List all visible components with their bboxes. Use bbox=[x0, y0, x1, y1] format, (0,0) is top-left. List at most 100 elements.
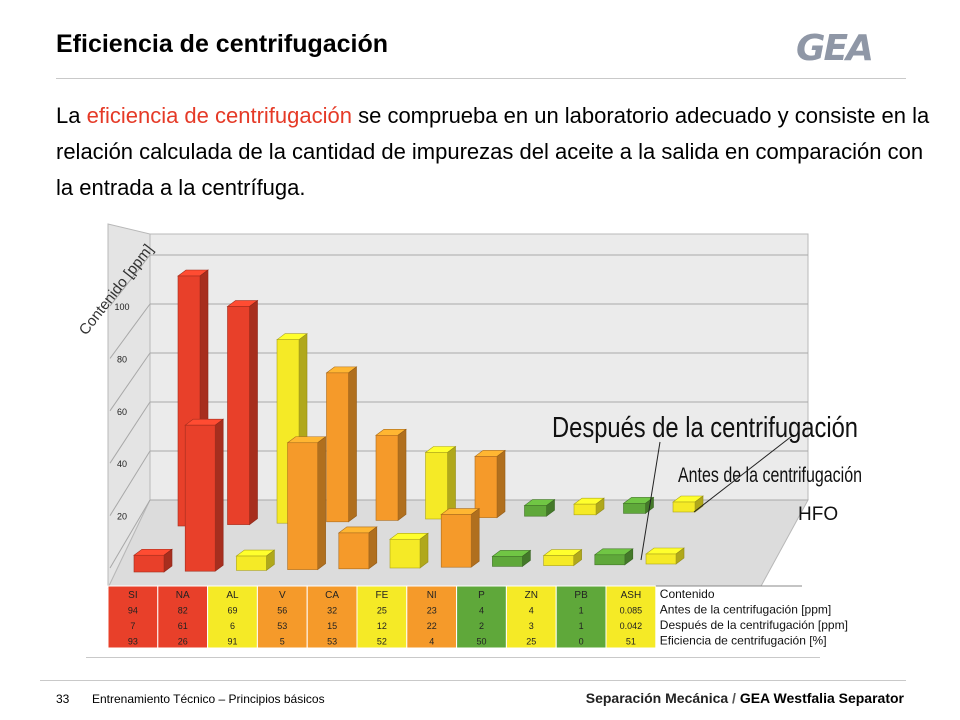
table-header-label: Contenido bbox=[660, 587, 715, 601]
table-category-label: PB bbox=[574, 590, 588, 601]
table-cell: 0.085 bbox=[620, 606, 643, 616]
bar-front bbox=[623, 503, 646, 514]
intro-highlight: eficiencia de centrifugación bbox=[86, 103, 352, 128]
bar-side bbox=[419, 532, 429, 569]
table-row-label: Antes de la centrifugación [ppm] bbox=[660, 603, 831, 617]
table-cell: 93 bbox=[128, 637, 138, 647]
table-column-bg bbox=[555, 585, 607, 649]
table-column-bg bbox=[406, 585, 458, 649]
bar-front bbox=[287, 442, 318, 570]
table-cell: 1 bbox=[579, 621, 584, 631]
table-cell: 52 bbox=[377, 637, 387, 647]
table-cell: 69 bbox=[227, 606, 237, 616]
table-cell: 82 bbox=[178, 606, 188, 616]
bar-despues-ca bbox=[337, 526, 378, 570]
table-cell: 50 bbox=[476, 637, 486, 647]
bar-front bbox=[184, 424, 216, 572]
table-cell: 4 bbox=[429, 637, 434, 647]
table-category-label: P bbox=[478, 590, 485, 601]
intro-text-start: La bbox=[56, 103, 87, 128]
data-table: SI94793NA826126AL69691V56535CA321553FE25… bbox=[107, 585, 848, 649]
y-tick-label: 60 bbox=[117, 407, 127, 417]
footer-division: Separación Mecánica bbox=[585, 690, 729, 706]
table-cell: 0 bbox=[579, 637, 584, 647]
bar-front bbox=[543, 555, 574, 566]
table-category-label: ZN bbox=[525, 590, 538, 601]
footer-brand: Separación Mecánica / GEA Westfalia Sepa… bbox=[586, 690, 904, 706]
annotation-hfo: HFO bbox=[798, 504, 838, 525]
callout-despues-leader bbox=[640, 441, 661, 561]
side-gridline bbox=[109, 352, 151, 412]
table-cell: 25 bbox=[526, 637, 536, 647]
bar-antes-zn bbox=[573, 497, 605, 516]
bar-front bbox=[492, 556, 523, 567]
table-cell: 53 bbox=[277, 621, 287, 631]
footer-divider bbox=[40, 680, 906, 681]
side-gridline bbox=[109, 254, 151, 307]
table-cell: 6 bbox=[230, 621, 235, 631]
table-category-label: SI bbox=[128, 590, 137, 601]
y-tick-label: 40 bbox=[117, 459, 127, 469]
table-column-bg bbox=[356, 585, 408, 649]
chart-bottom-divider bbox=[86, 657, 820, 658]
bar-side bbox=[470, 507, 480, 568]
bar-side bbox=[214, 418, 224, 572]
bar-despues-na bbox=[184, 418, 225, 572]
header-divider bbox=[56, 78, 906, 79]
table-column-bg bbox=[505, 585, 557, 649]
table-row-label: Eficiencia de centrifugación [%] bbox=[660, 634, 827, 648]
bar-despues-ni bbox=[440, 507, 481, 568]
table-cell: 12 bbox=[377, 621, 387, 631]
table-category-label: FE bbox=[376, 590, 389, 601]
bar-front bbox=[227, 306, 250, 525]
table-cell: 7 bbox=[130, 621, 135, 631]
bar-side bbox=[368, 526, 378, 570]
bar-despues-zn bbox=[542, 548, 583, 567]
table-cell: 53 bbox=[327, 637, 337, 647]
y-tick-labels: 20 40 60 80 100 bbox=[114, 302, 129, 522]
bar-front bbox=[594, 554, 626, 566]
bar-front bbox=[236, 555, 267, 571]
bar-front bbox=[326, 372, 349, 523]
page-number: 33 bbox=[56, 692, 70, 706]
footer-course-title: Entrenamiento Técnico – Principios básic… bbox=[92, 692, 325, 706]
table-cell: 4 bbox=[529, 606, 534, 616]
table-cell: 1 bbox=[579, 606, 584, 616]
bar-antes-na bbox=[226, 299, 259, 526]
bar-front bbox=[573, 503, 597, 516]
intro-paragraph: La eficiencia de centrifugación se compr… bbox=[56, 98, 936, 206]
bar-antes-v bbox=[325, 366, 358, 523]
bar-front bbox=[645, 553, 677, 565]
page-title: Eficiencia de centrifugación bbox=[56, 30, 389, 58]
bar-antes-ash bbox=[672, 495, 704, 513]
bar-front bbox=[425, 452, 448, 520]
y-tick-label: 80 bbox=[117, 354, 127, 364]
bar-despues-si bbox=[133, 548, 173, 573]
table-column-bg bbox=[157, 585, 209, 649]
bar-front bbox=[389, 538, 421, 569]
table-cell: 61 bbox=[178, 621, 188, 631]
bar-side bbox=[496, 449, 506, 519]
bar-front bbox=[474, 456, 498, 518]
table-category-label: NI bbox=[427, 590, 437, 601]
bar-front bbox=[672, 501, 696, 513]
table-cell: 23 bbox=[427, 606, 437, 616]
bar-despues-al bbox=[235, 549, 276, 572]
bar-despues-v bbox=[286, 436, 327, 571]
bar-front bbox=[375, 434, 399, 521]
bar-despues-ash bbox=[645, 547, 685, 565]
table-column-bg bbox=[256, 585, 308, 649]
bar-despues-p bbox=[491, 549, 532, 568]
table-category-label: NA bbox=[176, 590, 190, 601]
table-category-label: CA bbox=[325, 590, 339, 601]
table-row-label: Después de la centrifugación [ppm] bbox=[660, 618, 848, 632]
side-gridline bbox=[109, 401, 151, 464]
table-column-bg bbox=[605, 585, 657, 649]
bar-antes-fe bbox=[424, 445, 457, 520]
bar-despues-pb bbox=[593, 548, 634, 566]
bar-despues-fe bbox=[389, 532, 429, 569]
bar-side bbox=[249, 299, 258, 526]
bar-side bbox=[348, 366, 357, 523]
callout-despues: Después de la centrifugación bbox=[552, 412, 858, 444]
table-cell: 32 bbox=[327, 606, 337, 616]
